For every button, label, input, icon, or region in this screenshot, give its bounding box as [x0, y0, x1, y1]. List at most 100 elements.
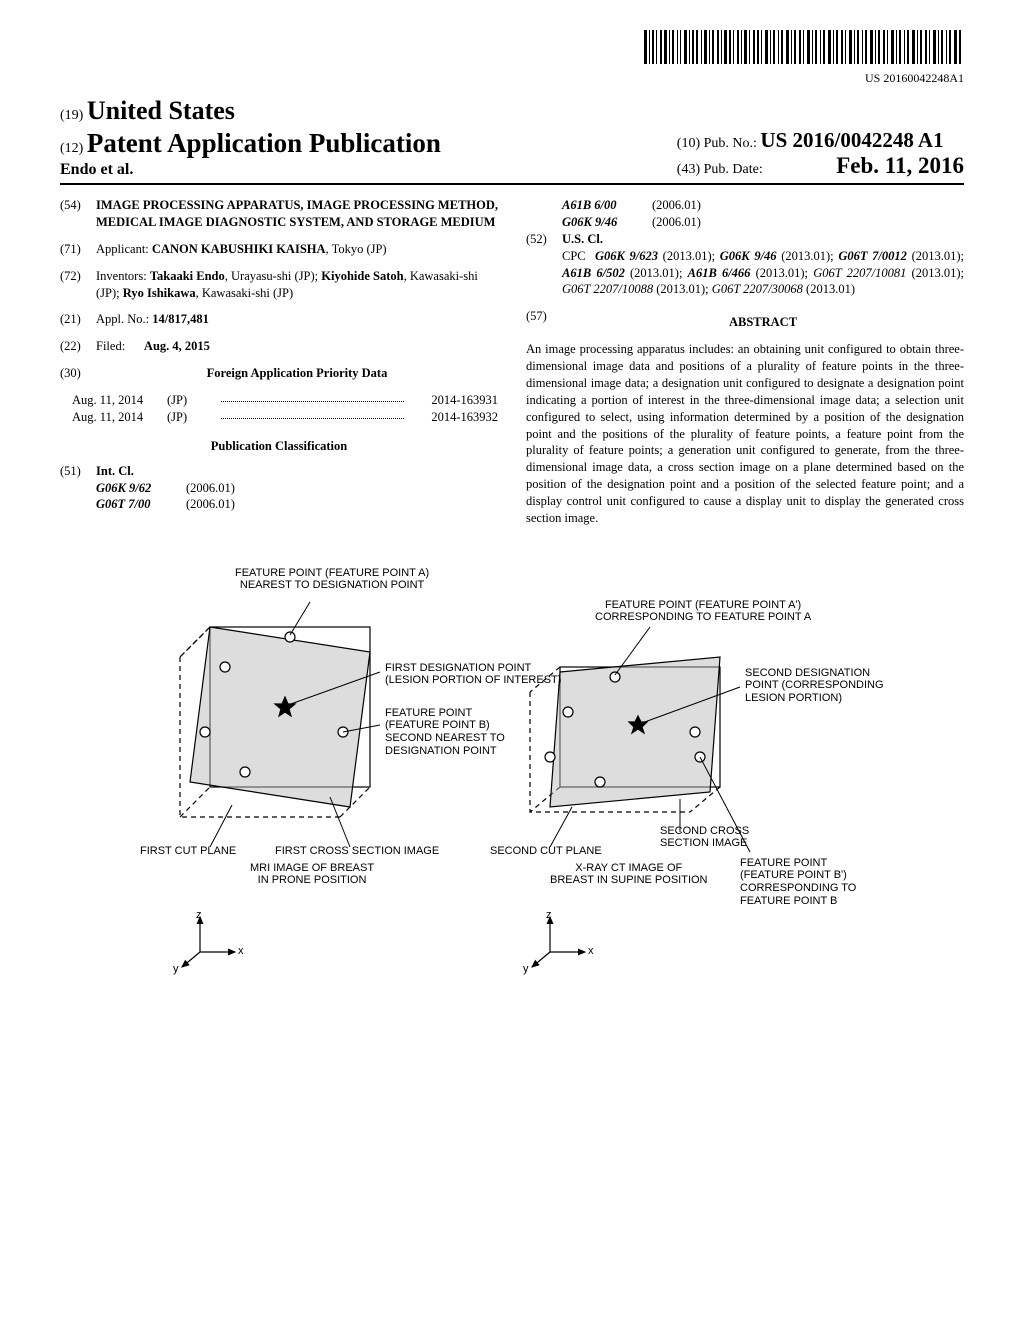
inventor-3-addr: , Kawasaki-shi (JP)	[196, 286, 294, 300]
intcl-code: G06T 7/00	[96, 496, 186, 513]
field-72-num: (72)	[60, 268, 96, 302]
invention-title: IMAGE PROCESSING APPARATUS, IMAGE PROCES…	[96, 197, 498, 231]
intcl-ver: (2006.01)	[652, 197, 742, 214]
axis-z-right: z	[546, 909, 552, 922]
applicant-addr: Tokyo (JP)	[332, 242, 387, 256]
fig-label-feature-b-prime: FEATURE POINT(FEATURE POINT B')CORRESPON…	[740, 857, 856, 908]
applicant-label: Applicant:	[96, 242, 149, 256]
uscl-label: U.S. Cl.	[562, 232, 603, 246]
intcl-code: G06K 9/46	[562, 214, 652, 231]
field-54: (54) IMAGE PROCESSING APPARATUS, IMAGE P…	[60, 197, 498, 231]
priority-cc: (JP)	[167, 392, 217, 409]
inventor-3: Ryo Ishikawa	[123, 286, 196, 300]
field-30-num: (30)	[60, 365, 96, 382]
barcode-pubnum: US 20160042248A1	[60, 71, 964, 86]
intcl-row: G06K 9/46 (2006.01)	[562, 214, 964, 231]
barcode	[644, 30, 964, 64]
dots	[221, 392, 404, 402]
fig-label-feature-a: FEATURE POINT (FEATURE POINT A)NEAREST T…	[235, 567, 429, 592]
code-12: (12)	[60, 141, 83, 156]
fig-label-feature-a-prime: FEATURE POINT (FEATURE POINT A')CORRESPO…	[595, 599, 811, 624]
dots	[221, 409, 404, 419]
author-line: Endo et al.	[60, 161, 441, 179]
fig-label-ct-caption: X-RAY CT IMAGE OFBREAST IN SUPINE POSITI…	[550, 862, 708, 887]
intcl-ver: (2006.01)	[652, 214, 742, 231]
fig-label-mri-caption: MRI IMAGE OF BREASTIN PRONE POSITION	[250, 862, 374, 887]
appl-number: 14/817,481	[152, 312, 209, 326]
field-52-num: (52)	[526, 231, 562, 299]
barcode-block: US 20160042248A1	[60, 30, 964, 86]
fig-label-feature-b: FEATURE POINT(FEATURE POINT B)SECOND NEA…	[385, 707, 505, 758]
priority-appno: 2014-163931	[408, 392, 498, 409]
code-10: (10)	[677, 136, 700, 151]
left-column: (54) IMAGE PROCESSING APPARATUS, IMAGE P…	[60, 197, 498, 527]
header: (19) United States (12) Patent Applicati…	[60, 96, 964, 185]
fig-label-second-cross-section: SECOND CROSSSECTION IMAGE	[660, 825, 749, 850]
field-51: (51) Int. Cl. G06K 9/62 (2006.01) G06T 7…	[60, 463, 498, 514]
fig-label-first-cut-plane: FIRST CUT PLANE	[140, 845, 236, 858]
code-43: (43)	[677, 162, 700, 177]
cpc-block: CPC G06K 9/623 (2013.01); G06K 9/46 (201…	[562, 248, 964, 299]
abstract-heading: ABSTRACT	[562, 314, 964, 331]
priority-row: Aug. 11, 2014 (JP) 2014-163932	[72, 409, 498, 426]
field-22-num: (22)	[60, 338, 96, 355]
priority-table: Aug. 11, 2014 (JP) 2014-163931 Aug. 11, …	[72, 392, 498, 426]
priority-date: Aug. 11, 2014	[72, 409, 167, 426]
code-19: (19)	[60, 108, 83, 123]
intcl-row: G06T 7/00 (2006.01)	[96, 496, 498, 513]
filed-date: Aug. 4, 2015	[144, 339, 210, 353]
priority-heading: Foreign Application Priority Data	[96, 365, 498, 382]
applicant-name: CANON KABUSHIKI KAISHA	[152, 242, 326, 256]
field-51-num: (51)	[60, 463, 96, 514]
figure: FEATURE POINT (FEATURE POINT A)NEAREST T…	[60, 557, 964, 987]
abstract-text: An image processing apparatus includes: …	[526, 341, 964, 527]
inventors-label: Inventors:	[96, 269, 147, 283]
cpc-label: CPC	[562, 249, 586, 263]
intcl-table: G06K 9/62 (2006.01) G06T 7/00 (2006.01)	[96, 480, 498, 514]
fig-label-first-designation: FIRST DESIGNATION POINT(LESION PORTION O…	[385, 662, 561, 687]
axis-x-left: x	[238, 945, 244, 958]
axis-y-left: y	[173, 963, 179, 976]
applno-label: Appl. No.:	[96, 312, 149, 326]
axis-x-right: x	[588, 945, 594, 958]
field-30: (30) Foreign Application Priority Data	[60, 365, 498, 382]
field-57-num: (57)	[526, 308, 562, 337]
intcl-table-cont: A61B 6/00 (2006.01) G06K 9/46 (2006.01)	[562, 197, 964, 231]
priority-date: Aug. 11, 2014	[72, 392, 167, 409]
intcl-row: G06K 9/62 (2006.01)	[96, 480, 498, 497]
intcl-code: G06K 9/62	[96, 480, 186, 497]
field-54-num: (54)	[60, 197, 96, 231]
intcl-ver: (2006.01)	[186, 480, 276, 497]
right-column: A61B 6/00 (2006.01) G06K 9/46 (2006.01) …	[526, 197, 964, 527]
axis-y-right: y	[523, 963, 529, 976]
inventor-1-addr: , Urayasu-shi (JP);	[225, 269, 322, 283]
field-52: (52) U.S. Cl. CPC G06K 9/623 (2013.01); …	[526, 231, 964, 299]
field-72: (72) Inventors: Takaaki Endo, Urayasu-sh…	[60, 268, 498, 302]
axis-z-left: z	[196, 909, 202, 922]
intcl-ver: (2006.01)	[186, 496, 276, 513]
field-22: (22) Filed: Aug. 4, 2015	[60, 338, 498, 355]
fig-label-second-designation: SECOND DESIGNATIONPOINT (CORRESPONDINGLE…	[745, 667, 884, 705]
intcl-label: Int. Cl.	[96, 464, 134, 478]
fig-label-second-cut-plane: SECOND CUT PLANE	[490, 845, 602, 858]
field-57: (57) ABSTRACT	[526, 308, 964, 337]
pub-date: Feb. 11, 2016	[836, 153, 964, 178]
filed-label: Filed:	[96, 339, 125, 353]
country: United States	[87, 96, 235, 125]
priority-cc: (JP)	[167, 409, 217, 426]
field-21: (21) Appl. No.: 14/817,481	[60, 311, 498, 328]
intcl-code: A61B 6/00	[562, 197, 652, 214]
field-71: (71) Applicant: CANON KABUSHIKI KAISHA, …	[60, 241, 498, 258]
field-71-num: (71)	[60, 241, 96, 258]
inventor-1: Takaaki Endo	[150, 269, 225, 283]
pubclass-heading: Publication Classification	[60, 438, 498, 455]
field-21-num: (21)	[60, 311, 96, 328]
intcl-row: A61B 6/00 (2006.01)	[562, 197, 964, 214]
fig-label-first-cross-section: FIRST CROSS SECTION IMAGE	[275, 845, 439, 858]
pub-number: US 2016/0042248 A1	[760, 128, 943, 152]
priority-row: Aug. 11, 2014 (JP) 2014-163931	[72, 392, 498, 409]
priority-appno: 2014-163932	[408, 409, 498, 426]
pubdate-label: Pub. Date:	[704, 162, 763, 177]
figure-svg	[60, 557, 960, 987]
inventor-2: Kiyohide Satoh	[321, 269, 403, 283]
